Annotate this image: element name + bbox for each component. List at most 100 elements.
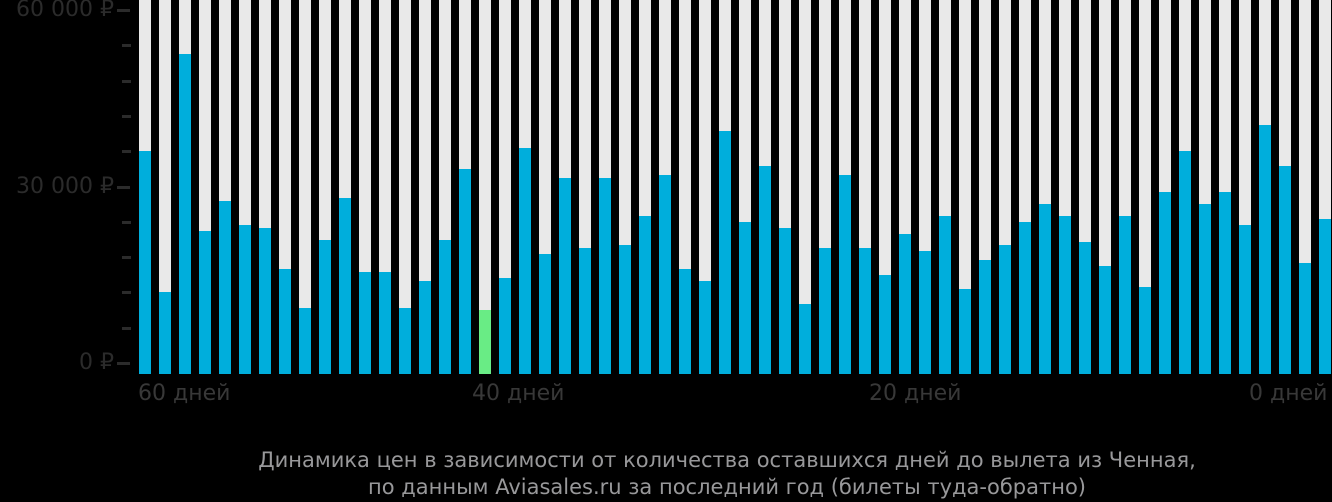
- y-axis-minor-tick: [122, 327, 131, 330]
- price-bar-track: [699, 0, 711, 374]
- price-bar[interactable]: [499, 278, 511, 374]
- price-bar[interactable]: [699, 281, 711, 374]
- price-bar[interactable]: [1279, 166, 1291, 374]
- price-bar[interactable]: [559, 178, 571, 374]
- price-bar[interactable]: [1319, 219, 1331, 374]
- price-bar[interactable]: [1259, 125, 1271, 374]
- price-bar-track: [1099, 0, 1111, 374]
- price-bar[interactable]: [219, 201, 231, 374]
- y-axis-major-tick: [117, 362, 130, 365]
- y-axis-label: 30 000 ₽: [16, 174, 114, 199]
- price-bar[interactable]: [1019, 222, 1031, 374]
- price-bar[interactable]: [359, 272, 371, 374]
- min-price-bar[interactable]: [479, 310, 491, 374]
- price-bar[interactable]: [1139, 287, 1151, 374]
- price-bar-track: [1279, 0, 1291, 374]
- price-bar[interactable]: [1299, 263, 1311, 374]
- price-bar[interactable]: [1159, 192, 1171, 374]
- price-bar-track: [399, 0, 411, 374]
- price-bar[interactable]: [1099, 266, 1111, 374]
- price-bar[interactable]: [179, 54, 191, 374]
- y-axis-minor-tick: [122, 80, 131, 83]
- price-bar-track: [1039, 0, 1051, 374]
- price-bar-track: [999, 0, 1011, 374]
- price-bar[interactable]: [319, 240, 331, 374]
- price-bar-track: [459, 0, 471, 374]
- price-bar[interactable]: [299, 308, 311, 374]
- price-bar-track: [979, 0, 991, 374]
- price-bar-track: [1299, 0, 1311, 374]
- price-bar[interactable]: [779, 228, 791, 374]
- price-bar[interactable]: [339, 198, 351, 374]
- price-bar[interactable]: [639, 216, 651, 374]
- price-bar-track: [339, 0, 351, 374]
- price-bar[interactable]: [619, 245, 631, 374]
- price-bar[interactable]: [199, 231, 211, 374]
- price-bar-track: [439, 0, 451, 374]
- y-axis-major-tick: [117, 9, 130, 12]
- price-bar[interactable]: [519, 148, 531, 374]
- price-bar[interactable]: [719, 131, 731, 374]
- price-bar-track: [1199, 0, 1211, 374]
- price-bar[interactable]: [1179, 151, 1191, 374]
- price-bar[interactable]: [259, 228, 271, 374]
- price-bar[interactable]: [659, 175, 671, 374]
- price-bar-track: [739, 0, 751, 374]
- price-bar[interactable]: [539, 254, 551, 374]
- price-bar[interactable]: [799, 304, 811, 374]
- chart-title-line2: по данным Aviasales.ru за последний год …: [368, 475, 1086, 499]
- y-axis-major-tick: [117, 186, 130, 189]
- price-bar[interactable]: [159, 292, 171, 374]
- price-bar-track: [479, 0, 491, 374]
- price-bar-track: [299, 0, 311, 374]
- price-bar[interactable]: [739, 222, 751, 374]
- price-bar-track: [1119, 0, 1131, 374]
- price-bar[interactable]: [399, 308, 411, 374]
- price-bar[interactable]: [1039, 204, 1051, 374]
- price-bar-track: [379, 0, 391, 374]
- price-bar[interactable]: [1239, 225, 1251, 374]
- price-bar[interactable]: [1219, 192, 1231, 374]
- price-bar-track: [199, 0, 211, 374]
- price-bar[interactable]: [419, 281, 431, 374]
- price-bar-track: [719, 0, 731, 374]
- price-bar[interactable]: [839, 175, 851, 374]
- y-axis-label: 60 000 ₽: [16, 0, 114, 22]
- price-bar[interactable]: [239, 225, 251, 374]
- price-bar[interactable]: [879, 275, 891, 374]
- price-bar-track: [1239, 0, 1251, 374]
- price-bar[interactable]: [899, 234, 911, 374]
- price-bar-track: [1059, 0, 1071, 374]
- price-bar[interactable]: [859, 248, 871, 374]
- price-bar-track: [799, 0, 811, 374]
- price-bar[interactable]: [1079, 242, 1091, 374]
- price-bar[interactable]: [679, 269, 691, 374]
- price-bar[interactable]: [1059, 216, 1071, 374]
- price-bar-track: [639, 0, 651, 374]
- price-bar[interactable]: [599, 178, 611, 374]
- price-bar[interactable]: [139, 151, 151, 374]
- price-bar[interactable]: [1199, 204, 1211, 374]
- price-bar[interactable]: [579, 248, 591, 374]
- price-bar[interactable]: [759, 166, 771, 374]
- price-bar[interactable]: [819, 248, 831, 374]
- price-bar[interactable]: [939, 216, 951, 374]
- price-bar[interactable]: [1119, 216, 1131, 374]
- price-bar[interactable]: [919, 251, 931, 374]
- price-bar[interactable]: [999, 245, 1011, 374]
- price-bar-track: [879, 0, 891, 374]
- price-bar[interactable]: [439, 240, 451, 374]
- price-bar[interactable]: [279, 269, 291, 374]
- price-bar[interactable]: [979, 260, 991, 374]
- price-bar[interactable]: [459, 169, 471, 374]
- price-bar[interactable]: [379, 272, 391, 374]
- y-axis-minor-tick: [122, 150, 131, 153]
- price-bar-track: [1319, 0, 1331, 374]
- price-bar-track: [239, 0, 251, 374]
- price-bar[interactable]: [959, 289, 971, 374]
- price-bar-track: [759, 0, 771, 374]
- price-bar-track: [859, 0, 871, 374]
- price-bar-track: [1019, 0, 1031, 374]
- price-bar-track: [499, 0, 511, 374]
